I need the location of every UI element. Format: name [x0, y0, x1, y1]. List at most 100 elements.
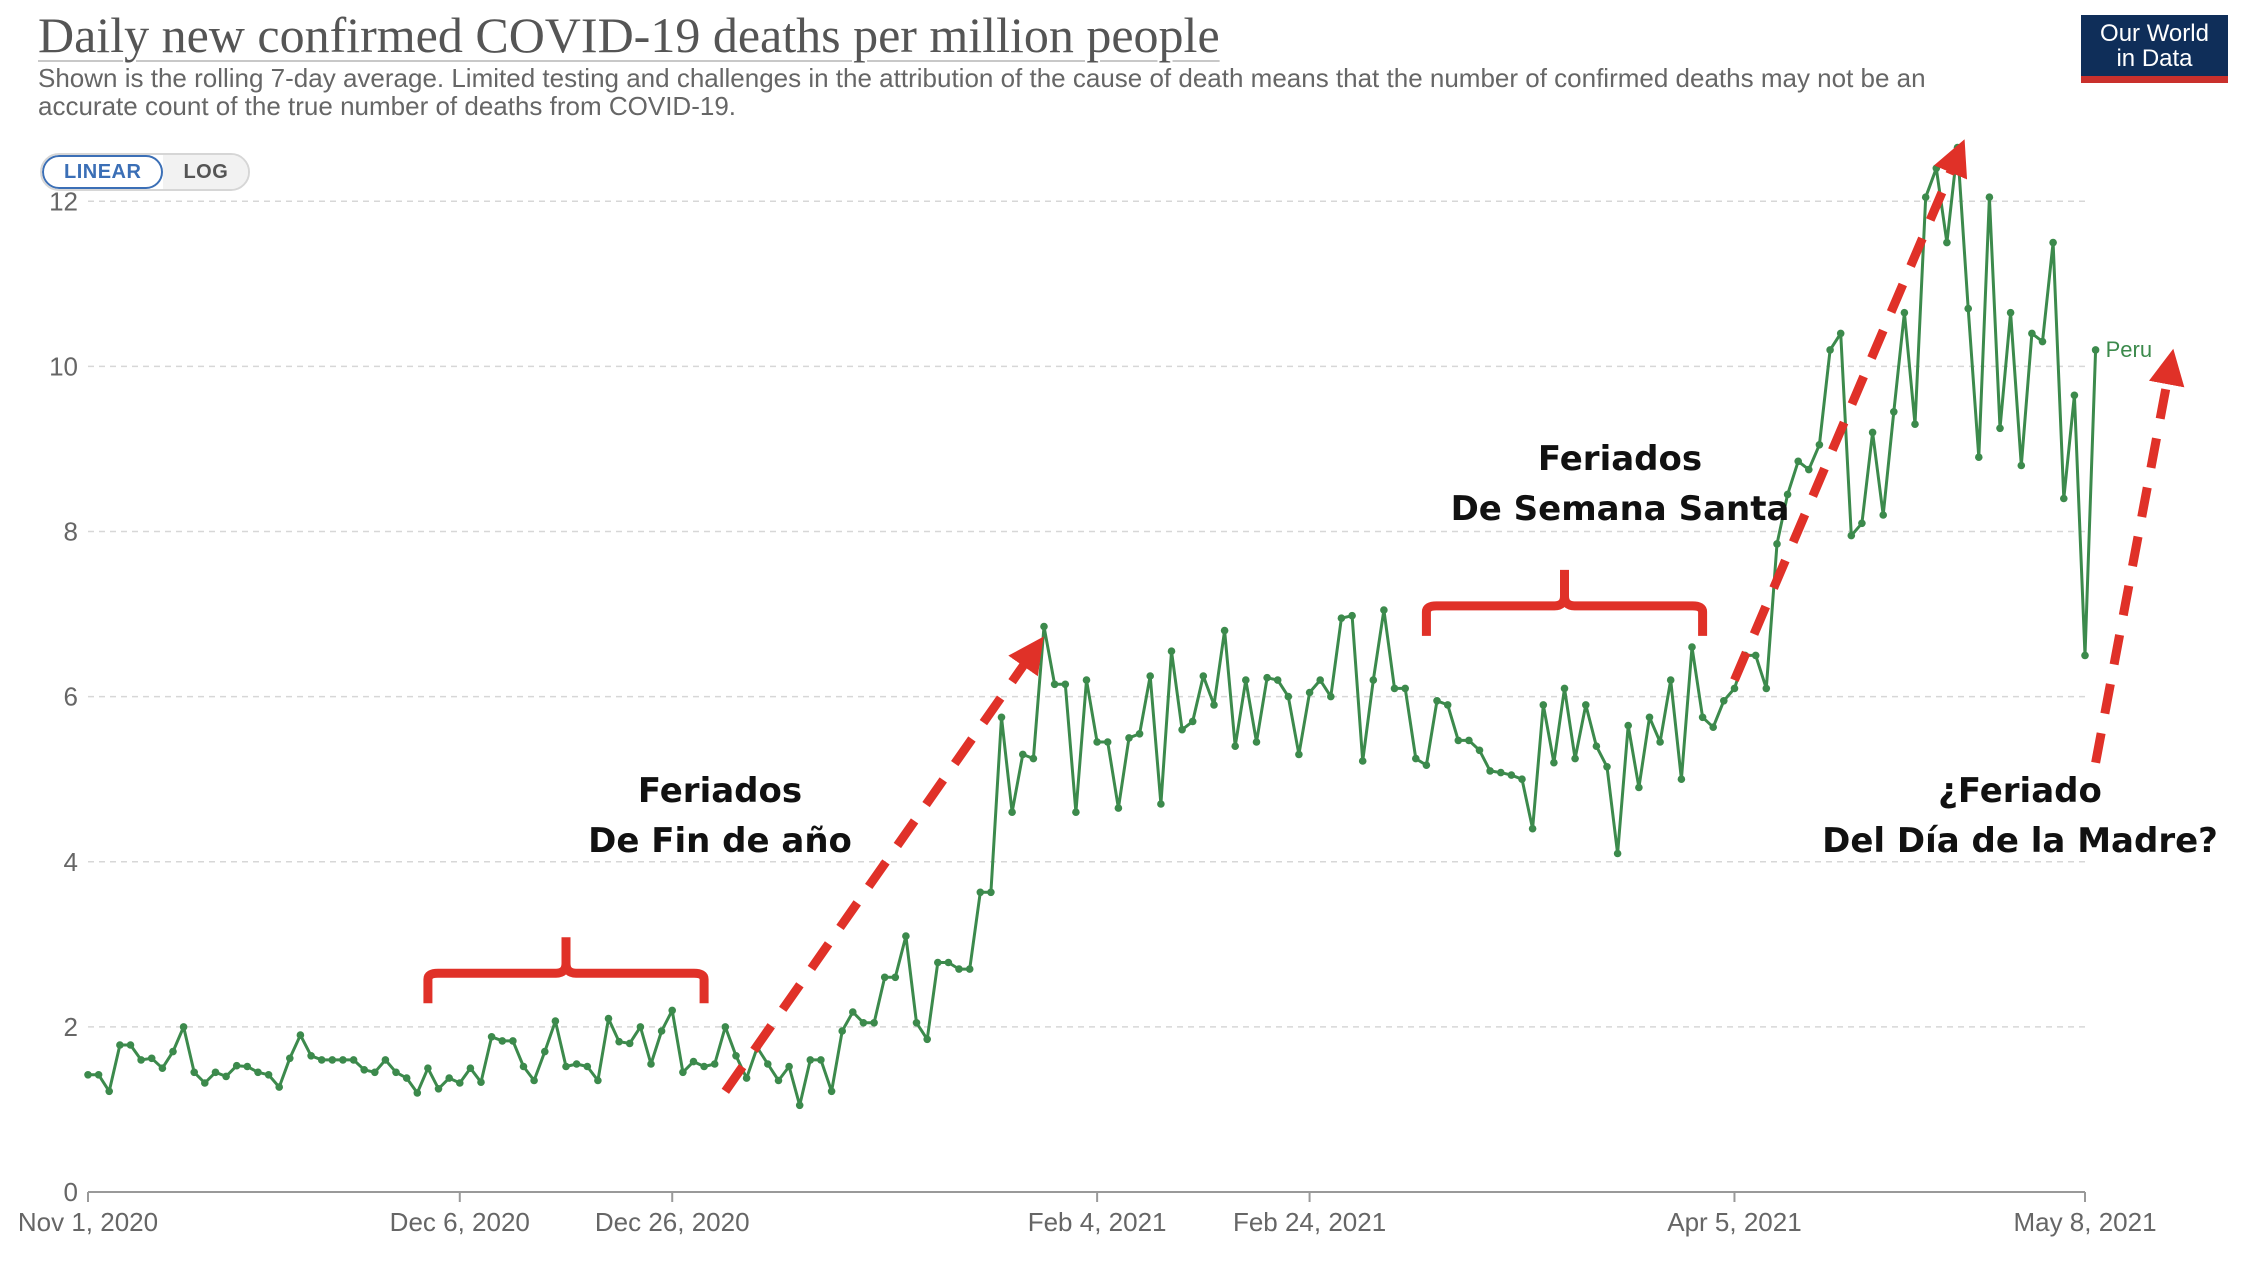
data-point — [243, 1062, 252, 1071]
linear-scale-button[interactable]: LINEAR — [42, 155, 164, 189]
data-point — [1624, 721, 1632, 730]
data-point — [1497, 768, 1505, 777]
data-point — [817, 1056, 825, 1064]
owid-logo[interactable]: Our World in Data — [2081, 15, 2228, 83]
data-point — [169, 1047, 177, 1056]
data-point — [456, 1079, 464, 1087]
series-line-peru — [88, 146, 2098, 1107]
annotation-text: Feriados — [1538, 439, 1702, 479]
x-tick-label: Feb 24, 2021 — [1233, 1207, 1386, 1237]
data-point — [1454, 736, 1463, 745]
data-point — [1475, 746, 1484, 755]
series-peru: Peru — [84, 143, 2152, 1110]
data-point — [541, 1047, 549, 1056]
data-point — [1252, 738, 1261, 746]
data-point — [838, 1027, 846, 1035]
data-point — [1911, 420, 1919, 429]
holiday-bracket — [1421, 569, 1708, 636]
scale-toggle: LINEAR LOG — [40, 153, 251, 191]
data-point — [859, 1019, 868, 1027]
data-point — [1943, 238, 1951, 247]
data-point — [657, 1027, 666, 1035]
data-point — [360, 1066, 369, 1074]
annotation-text: ¿Feriado — [1938, 771, 2102, 811]
data-point — [1656, 738, 1664, 746]
data-point — [1135, 730, 1144, 738]
data-point — [827, 1087, 836, 1096]
data-point — [1157, 800, 1165, 808]
data-point — [339, 1056, 347, 1064]
data-point — [349, 1056, 358, 1064]
data-point — [84, 1071, 92, 1079]
data-point — [572, 1060, 581, 1068]
data-point — [1380, 606, 1388, 614]
data-point — [700, 1062, 708, 1071]
log-scale-button[interactable]: LOG — [163, 155, 249, 189]
data-point — [1103, 738, 1112, 746]
data-point — [328, 1056, 337, 1064]
data-point — [1900, 308, 1909, 317]
x-tick-label: Apr 5, 2021 — [1667, 1207, 1801, 1237]
y-tick-label: 12 — [49, 186, 78, 216]
data-point — [1677, 775, 1686, 783]
data-point — [530, 1076, 538, 1085]
data-point — [498, 1037, 507, 1045]
data-point — [1953, 143, 1962, 152]
data-point — [1465, 736, 1473, 745]
data-point — [201, 1079, 209, 1087]
data-point — [1295, 750, 1303, 759]
data-point — [764, 1060, 772, 1068]
data-point — [1050, 680, 1059, 689]
data-point — [1879, 511, 1887, 519]
data-point — [296, 1031, 305, 1039]
data-point — [795, 1101, 804, 1110]
data-point — [413, 1089, 422, 1097]
x-tick-label: May 8, 2021 — [2013, 1207, 2156, 1237]
data-point — [965, 965, 974, 973]
data-point — [1422, 761, 1431, 769]
data-point — [1783, 490, 1792, 499]
data-point — [1072, 808, 1080, 816]
data-point — [1826, 346, 1834, 354]
data-point — [1337, 614, 1346, 622]
data-point — [902, 932, 910, 940]
data-point — [594, 1076, 602, 1085]
data-point — [1061, 680, 1070, 689]
data-point — [116, 1041, 124, 1049]
data-point — [1539, 701, 1548, 709]
logo-line-2: in Data — [2116, 45, 2193, 72]
data-point — [1146, 672, 1154, 680]
series-end-label: Peru — [2106, 337, 2152, 362]
data-point — [1507, 771, 1516, 779]
y-tick-label: 10 — [49, 351, 78, 381]
data-point — [94, 1071, 103, 1079]
data-point — [1412, 754, 1420, 763]
data-point — [742, 1074, 751, 1082]
data-point — [1582, 701, 1590, 709]
data-point — [1571, 754, 1579, 763]
data-point — [402, 1074, 411, 1082]
data-point — [806, 1056, 815, 1064]
data-point — [190, 1068, 198, 1077]
data-point — [487, 1033, 496, 1041]
data-point — [307, 1052, 315, 1060]
data-point — [1688, 643, 1696, 651]
data-point — [1390, 684, 1399, 693]
data-point — [1985, 193, 1994, 201]
data-point — [1316, 676, 1324, 684]
data-point — [785, 1062, 793, 1071]
data-point — [615, 1037, 623, 1046]
data-point — [466, 1064, 475, 1072]
data-point — [912, 1019, 921, 1027]
chart-subtitle: Shown is the rolling 7-day average. Limi… — [38, 63, 1926, 121]
data-point — [232, 1061, 241, 1070]
data-point — [1635, 783, 1643, 792]
data-point — [1220, 626, 1229, 635]
y-tick-label: 8 — [64, 517, 78, 547]
trend-arrow — [2091, 348, 2185, 764]
data-point — [1751, 651, 1760, 660]
data-point — [2070, 391, 2079, 400]
data-point — [583, 1062, 592, 1071]
data-point — [1709, 723, 1717, 731]
data-point — [1443, 701, 1452, 709]
